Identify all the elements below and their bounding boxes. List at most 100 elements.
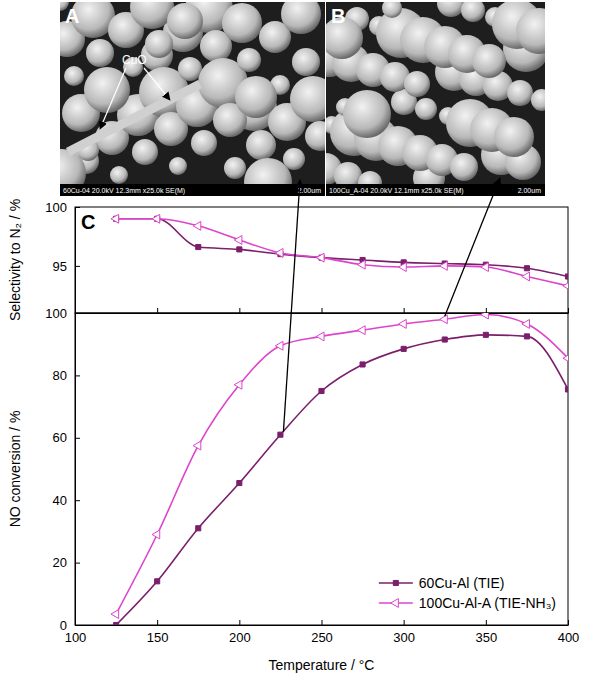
marker (114, 622, 119, 625)
rod (68, 84, 200, 152)
y-axis-title: NO conversion / % (7, 411, 23, 528)
particle (235, 76, 277, 118)
x-tick-mark (486, 308, 487, 313)
particle (382, 2, 402, 18)
x-tick-mark (568, 308, 569, 313)
x-tick (322, 308, 323, 313)
marker (399, 263, 407, 272)
caption-band (326, 184, 545, 196)
panel-label: A (65, 5, 79, 27)
x-tick: 300 (393, 620, 415, 645)
legend-label: 60Cu-Al (TIE) (419, 575, 505, 591)
x-tick-mark (568, 620, 569, 625)
particle (145, 30, 173, 58)
x-tick-mark (157, 620, 158, 625)
legend-marker (391, 599, 399, 608)
x-tick-mark (404, 620, 405, 625)
marker (152, 214, 160, 223)
particle (292, 48, 320, 76)
panel: 95100Selectivity to N₂ / %C (7, 199, 571, 321)
particle (246, 130, 276, 160)
x-tick-mark (239, 308, 240, 313)
g (60, 2, 325, 196)
marker (196, 526, 201, 531)
marker (196, 244, 201, 249)
y-tick: 100 (45, 200, 80, 215)
particle (64, 66, 84, 86)
figure: 60Cu-04 20.0kV 12.3mm x25.0k SE(M)2.00um… (0, 0, 592, 678)
y-tick: 80 (53, 368, 80, 383)
x-tick-mark (157, 308, 158, 313)
plot-frame (75, 207, 568, 313)
x-tick-label: 200 (229, 630, 251, 645)
particle (404, 71, 430, 97)
x-tick (157, 308, 158, 313)
marker (237, 247, 242, 252)
series-line (116, 335, 568, 625)
x-tick-label: 300 (393, 630, 415, 645)
particle (191, 130, 217, 156)
legend-label: 100Cu-Al-A (TIE-NH₃) (419, 595, 556, 611)
x-tick-mark (404, 308, 405, 313)
x-axis-line (76, 625, 569, 626)
x-tick (75, 308, 76, 313)
particle (237, 48, 261, 72)
marker (357, 260, 365, 269)
y-tick-label: 95 (53, 259, 67, 274)
caption-band (60, 184, 325, 196)
x-axis-title: Temperature / °C (269, 657, 375, 673)
marker (401, 346, 406, 351)
particle (531, 89, 545, 111)
y-axis-title: Selectivity to N₂ / % (7, 199, 23, 321)
y-tick: 100 (45, 306, 80, 321)
x-tick-label: 150 (147, 630, 169, 645)
pointer (144, 68, 170, 100)
x-tick-mark (75, 308, 76, 313)
particle (450, 153, 478, 181)
marker (483, 332, 488, 337)
x-tick (486, 308, 487, 313)
particle (472, 44, 506, 78)
x-axis: 100150200250300350400 (65, 620, 580, 645)
y-axis: 020406080100 (45, 306, 80, 633)
marker (481, 263, 489, 272)
marker (524, 266, 529, 271)
marker (563, 354, 568, 363)
x-tick-mark (322, 620, 323, 625)
y-tick-label: 80 (53, 368, 67, 383)
x-tick: 250 (311, 620, 333, 645)
scale-bar-label: 2.00um (518, 187, 542, 194)
x-tick (404, 308, 405, 313)
x-tick-label: 250 (311, 630, 333, 645)
marker (319, 388, 324, 393)
particle (132, 139, 158, 165)
y-tick-label: 100 (45, 200, 67, 215)
marker (193, 221, 201, 230)
marker (440, 261, 448, 270)
sem-image: 100Cu_A-04 20.0kV 12.1mm x25.0k SE(M)2.0… (308, 0, 562, 196)
marker (522, 272, 530, 281)
y-tick-label: 100 (45, 306, 67, 321)
y-tick-mark (75, 500, 80, 501)
particle (178, 57, 202, 81)
x-tick: 200 (229, 620, 251, 645)
marker (360, 362, 365, 367)
marker (442, 337, 447, 342)
series-line (116, 219, 568, 277)
x-tick-mark (322, 308, 323, 313)
scale-bar-label: 2.00um (298, 187, 322, 194)
x-tick-label: 100 (65, 630, 87, 645)
plot-frame (75, 313, 568, 625)
particle (167, 3, 203, 39)
particle (507, 80, 533, 106)
marker (278, 432, 283, 437)
y-tick-mark (75, 266, 80, 267)
marker (193, 441, 201, 450)
y-tick-label: 20 (53, 555, 67, 570)
marker (111, 610, 119, 619)
panel-label: B (331, 5, 345, 27)
particle (283, 148, 305, 170)
legend-entry: 60Cu-Al (TIE) (379, 575, 505, 591)
plot-area (111, 214, 568, 290)
y-tick-mark (75, 563, 80, 564)
